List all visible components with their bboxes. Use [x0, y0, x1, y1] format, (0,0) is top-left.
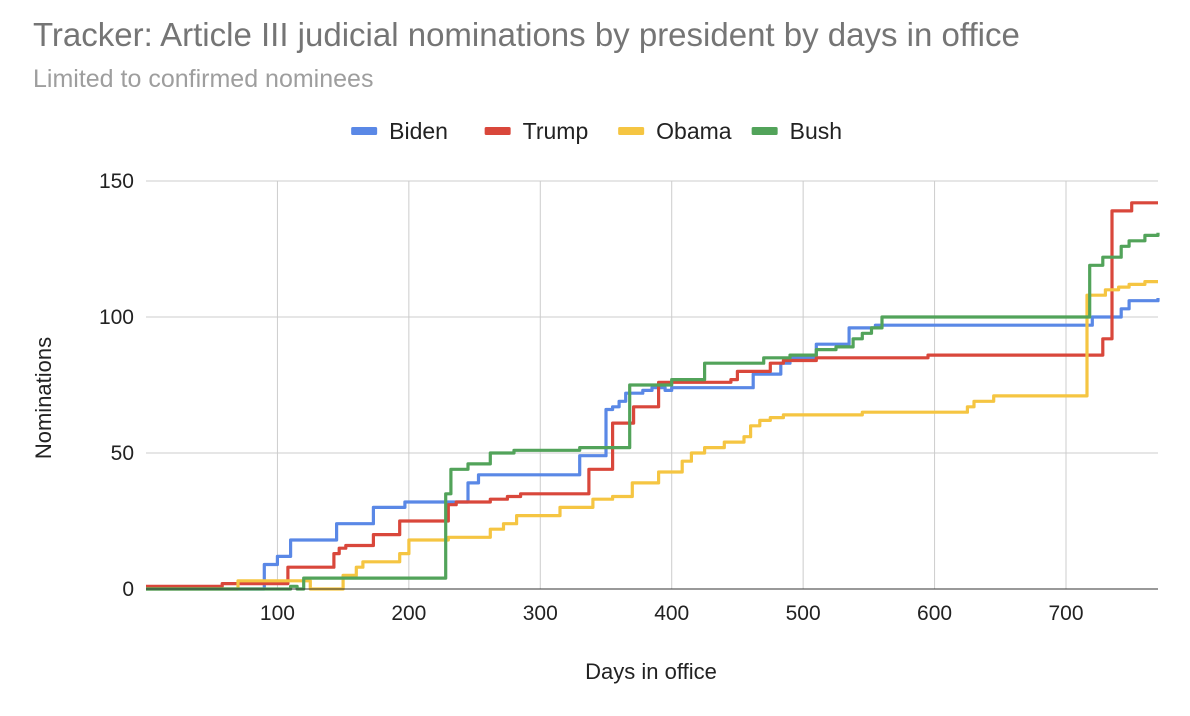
x-tick-label-100: 100 — [260, 602, 295, 625]
x-tick-label-700: 700 — [1048, 602, 1083, 625]
x-tick-label-200: 200 — [391, 602, 426, 625]
legend-label-trump: Trump — [523, 118, 589, 144]
y-tick-label-100: 100 — [99, 306, 134, 329]
x-tick-label-300: 300 — [523, 602, 558, 625]
y-tick-label-150: 150 — [99, 170, 134, 193]
legend-swatch-bush — [751, 127, 778, 135]
legend-label-bush: Bush — [790, 118, 842, 144]
chart-title: Tracker: Article III judicial nomination… — [33, 16, 1020, 53]
x-tick-label-600: 600 — [917, 602, 952, 625]
y-tick-label-50: 50 — [111, 442, 134, 465]
y-tick-label-0: 0 — [122, 578, 134, 601]
series-line-bush — [146, 232, 1160, 591]
legend-swatch-obama — [618, 127, 645, 135]
x-axis-ticks: 100 200 300 400 500 600 700 — [260, 602, 1084, 625]
series-line-biden — [146, 298, 1160, 591]
series-lines — [146, 201, 1160, 591]
series-line-obama — [146, 280, 1158, 591]
legend-label-obama: Obama — [656, 118, 732, 144]
legend: Biden Trump Obama Bush — [351, 118, 842, 144]
x-axis-label: Days in office — [585, 659, 717, 684]
legend-swatch-biden — [351, 127, 378, 135]
x-tick-label-500: 500 — [786, 602, 821, 625]
series-line-trump — [146, 201, 1158, 588]
legend-label-biden: Biden — [389, 118, 448, 144]
legend-swatch-trump — [484, 127, 511, 135]
chart-subtitle: Limited to confirmed nominees — [33, 65, 373, 93]
y-axis-ticks: 0 50 100 150 — [99, 170, 134, 601]
y-axis-label: Nominations — [31, 337, 56, 459]
x-tick-label-400: 400 — [654, 602, 689, 625]
